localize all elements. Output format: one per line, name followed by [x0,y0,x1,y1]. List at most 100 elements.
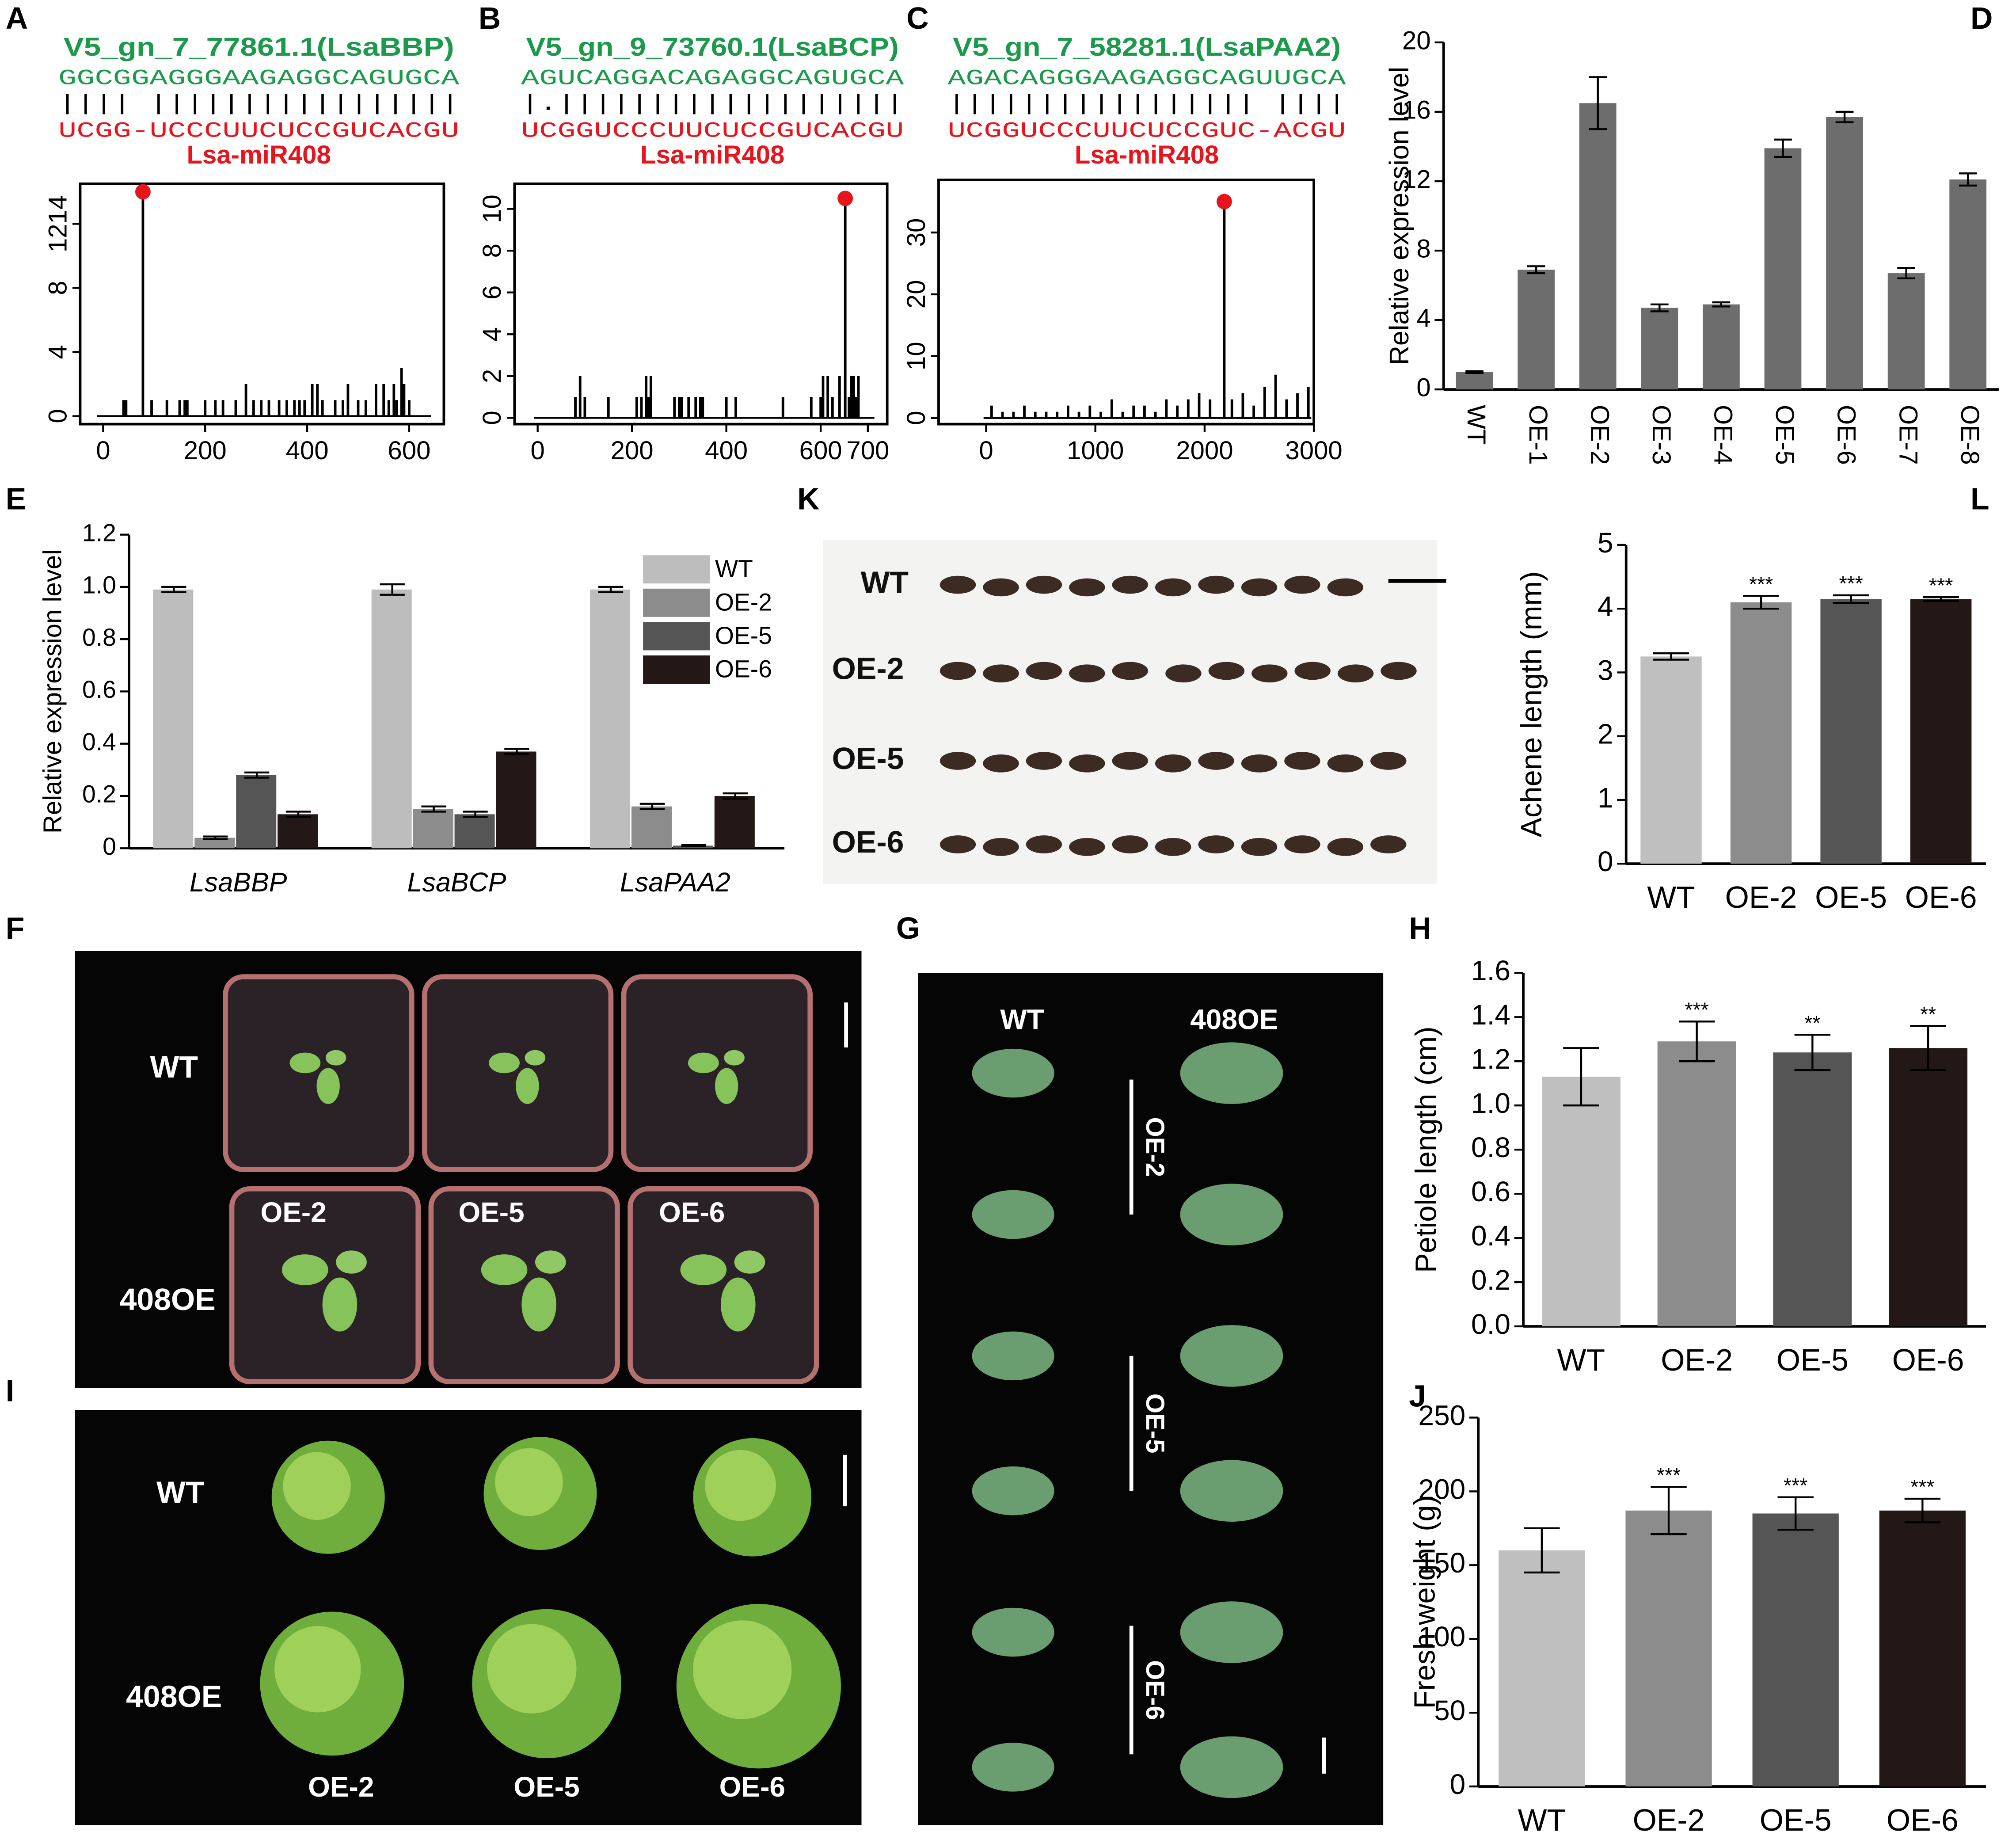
error-bar [463,811,488,818]
target-sequence: AGACAGGGAAGAGGCAGUUGCA [947,66,1346,91]
legend-label: OE-6 [715,655,772,683]
seed [1284,835,1320,853]
seed [1112,575,1148,594]
significance: *** [1657,1463,1681,1486]
bar [1499,1550,1585,1787]
x-tick-label: OE-4 [1709,405,1738,465]
seed [1381,662,1417,680]
y-tick-label: 50 [1434,1694,1465,1726]
y-tick-label: 4 [1598,590,1613,622]
seed [1327,754,1364,773]
bar [1910,599,1972,864]
y-tick-label: 1214 [43,195,72,252]
x-tick-label: OE-5 [1815,880,1887,914]
leaf [481,1254,528,1285]
seed [1112,835,1148,853]
photo-label: OE-6 [719,1771,785,1803]
x-tick-label: 700 [846,436,889,465]
seed [1026,575,1062,594]
photo-label: OE-2 [832,651,904,685]
photo-label: WT [1000,1004,1044,1036]
bar [1703,304,1740,390]
x-tick-label: 3000 [1285,436,1342,465]
panel-label: D [1970,1,1993,35]
pot [628,1186,819,1384]
error-bar [1777,1496,1814,1531]
y-tick-label: 0 [1450,1768,1466,1800]
mirna-name: Lsa-miR408 [1075,141,1219,169]
bar [1889,1048,1968,1327]
seed [1327,838,1364,856]
x-tick-label: OE-5 [1770,405,1799,465]
y-tick-label: 4 [1416,304,1430,332]
leaf [525,1050,546,1066]
y-tick-label: 3 [1598,654,1613,686]
y-axis-label: Petiole length (cm) [1410,1026,1443,1273]
photo-label: OE-2 [308,1771,374,1803]
error-bar [203,835,228,840]
panel-label: C [906,1,928,35]
pairing: ||||||||||||||||| |||| [947,92,1346,117]
leaf [282,1254,328,1285]
y-tick-label: 2 [478,369,506,383]
leaf [724,1050,745,1066]
y-tick-label: 16 [1402,95,1431,124]
y-axis-label: Relative expression level [38,549,67,834]
significance: ** [1804,1011,1820,1034]
y-tick-label: 10 [478,194,506,223]
y-tick-label: 0 [43,409,72,423]
x-tick-label: 200 [184,436,227,465]
bar [194,838,235,849]
seed [1251,664,1288,683]
significance: *** [1910,1475,1934,1498]
significance: *** [1685,998,1709,1021]
seed [1069,754,1105,773]
x-tick-label: OE-5 [1760,1803,1832,1837]
x-tick-label: 200 [611,436,654,465]
bar [1764,148,1802,390]
lettuce-highlight [283,1452,351,1520]
seed [1241,838,1278,856]
y-tick-label: 10 [902,342,931,370]
error-bar [639,803,665,810]
leaf [972,1743,1054,1792]
error-bar [1959,172,1977,187]
bar [590,589,631,849]
bar [1625,1510,1712,1787]
x-tick-label: OE-2 [1725,880,1797,914]
y-axis-label: Relative expression level [1384,67,1414,365]
y-tick-label: 250 [1418,1399,1465,1431]
lettuce-highlight [692,1620,792,1719]
photo-label: 408OE [126,1679,222,1714]
leaf [972,1607,1054,1657]
legend-label: WT [715,555,753,583]
bar [153,589,194,849]
lettuce-highlight [487,1624,577,1714]
error-bar [1833,594,1869,604]
error-bar [1678,1021,1715,1062]
y-tick-label: 8 [478,244,506,258]
seed [983,838,1019,856]
leaf [521,1277,556,1332]
x-tick-label: LsaBCP [407,867,506,897]
leaf [972,1466,1054,1516]
leaf [680,1254,727,1285]
leaf [1180,1736,1283,1798]
y-tick-label: 1.4 [1471,999,1510,1031]
peak-dot [135,184,151,200]
x-tick-label: 400 [286,436,329,465]
panel-label: K [797,482,819,516]
x-tick-label: 2000 [1176,436,1233,465]
x-tick-label: OE-6 [1887,1803,1959,1837]
seed [1284,575,1320,594]
peak-dot [837,190,853,206]
bar [1826,117,1863,390]
leaf [316,1068,340,1104]
y-tick-label: 1 [1598,782,1613,814]
x-tick-label: OE-1 [1524,405,1552,465]
mirna-sequence: UCGGUCCCUUCUCCGUC-ACGU [947,119,1346,144]
seed [1026,662,1062,680]
error-bar [1650,303,1669,312]
x-tick-label: 600 [388,436,430,465]
mirna-name: Lsa-miR408 [186,141,331,169]
